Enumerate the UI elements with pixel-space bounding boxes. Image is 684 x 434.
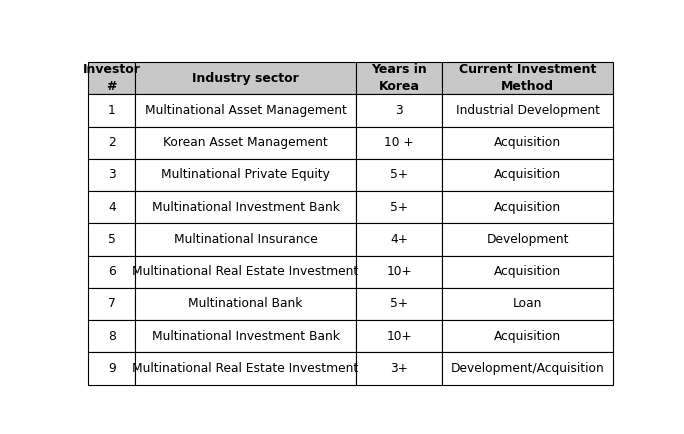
Text: Multinational Investment Bank: Multinational Investment Bank (152, 201, 339, 214)
Bar (135, 224, 356, 256)
Text: Korean Asset Management: Korean Asset Management (163, 136, 328, 149)
Bar (135, 191, 356, 224)
Text: Multinational Insurance: Multinational Insurance (174, 233, 317, 246)
Bar (443, 94, 613, 127)
Text: Acquisition: Acquisition (494, 168, 562, 181)
Text: 2: 2 (108, 136, 116, 149)
Bar (356, 94, 443, 127)
Bar (356, 352, 443, 385)
Bar (88, 288, 135, 320)
Text: Acquisition: Acquisition (494, 201, 562, 214)
Bar (443, 127, 613, 159)
Bar (88, 256, 135, 288)
Text: Development: Development (486, 233, 569, 246)
Text: 5: 5 (108, 233, 116, 246)
Text: Acquisition: Acquisition (494, 330, 562, 343)
Bar (356, 159, 443, 191)
Bar (443, 159, 613, 191)
Text: 3: 3 (108, 168, 116, 181)
Text: 7: 7 (108, 297, 116, 310)
Bar (135, 352, 356, 385)
Bar (356, 256, 443, 288)
Text: Acquisition: Acquisition (494, 265, 562, 278)
Bar (88, 159, 135, 191)
Bar (88, 320, 135, 352)
Text: Acquisition: Acquisition (494, 136, 562, 149)
Text: Current Investment
Method: Current Investment Method (459, 63, 596, 93)
Bar (443, 256, 613, 288)
Text: Industrial Development: Industrial Development (456, 104, 600, 117)
Text: Years in
Korea: Years in Korea (371, 63, 427, 93)
Bar (88, 127, 135, 159)
Bar (356, 127, 443, 159)
Text: Multinational Bank: Multinational Bank (188, 297, 303, 310)
Text: 10+: 10+ (386, 265, 412, 278)
Text: 10 +: 10 + (384, 136, 414, 149)
Text: 3+: 3+ (390, 362, 408, 375)
Bar (88, 62, 135, 94)
Bar (88, 352, 135, 385)
Text: 8: 8 (108, 330, 116, 343)
Bar (443, 191, 613, 224)
Bar (443, 352, 613, 385)
Text: Industry sector: Industry sector (192, 72, 299, 85)
Text: 9: 9 (108, 362, 116, 375)
Bar (135, 288, 356, 320)
Text: Multinational Asset Management: Multinational Asset Management (144, 104, 347, 117)
Bar (443, 62, 613, 94)
Bar (443, 320, 613, 352)
Bar (356, 288, 443, 320)
Bar (135, 94, 356, 127)
Text: Loan: Loan (513, 297, 542, 310)
Text: Investor
#: Investor # (83, 63, 141, 93)
Text: 1: 1 (108, 104, 116, 117)
Text: Multinational Real Estate Investment: Multinational Real Estate Investment (133, 362, 358, 375)
Text: 5+: 5+ (390, 201, 408, 214)
Text: 5+: 5+ (390, 297, 408, 310)
Bar (88, 94, 135, 127)
Bar (88, 191, 135, 224)
Text: Multinational Private Equity: Multinational Private Equity (161, 168, 330, 181)
Text: 4+: 4+ (390, 233, 408, 246)
Text: 3: 3 (395, 104, 403, 117)
Bar (88, 224, 135, 256)
Text: Development/Acquisition: Development/Acquisition (451, 362, 605, 375)
Text: 5+: 5+ (390, 168, 408, 181)
Bar (443, 288, 613, 320)
Text: Multinational Investment Bank: Multinational Investment Bank (152, 330, 339, 343)
Bar (356, 320, 443, 352)
Bar (443, 224, 613, 256)
Bar (135, 127, 356, 159)
Bar (135, 320, 356, 352)
Bar (356, 191, 443, 224)
Text: 6: 6 (108, 265, 116, 278)
Bar (135, 62, 356, 94)
Bar (135, 256, 356, 288)
Bar (356, 62, 443, 94)
Text: Multinational Real Estate Investment: Multinational Real Estate Investment (133, 265, 358, 278)
Bar (135, 159, 356, 191)
Bar (356, 224, 443, 256)
Text: 4: 4 (108, 201, 116, 214)
Text: 10+: 10+ (386, 330, 412, 343)
